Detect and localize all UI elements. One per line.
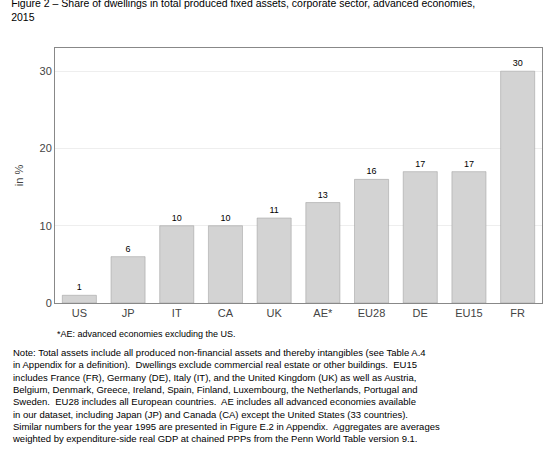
svg-text:20: 20 — [40, 142, 52, 154]
svg-text:16: 16 — [367, 166, 377, 176]
svg-text:10: 10 — [40, 220, 52, 232]
svg-text:EU28: EU28 — [358, 307, 386, 319]
svg-text:IT: IT — [172, 307, 182, 319]
svg-text:11: 11 — [269, 205, 278, 215]
svg-text:JP: JP — [122, 307, 135, 319]
svg-text:17: 17 — [464, 159, 474, 169]
svg-text:DE: DE — [413, 307, 428, 319]
svg-text:AE*: AE* — [313, 307, 333, 319]
svg-text:UK: UK — [267, 307, 283, 319]
svg-text:US: US — [72, 307, 87, 319]
svg-text:*AE: advanced economies exclud: *AE: advanced economies excluding the US… — [57, 329, 236, 339]
svg-text:10: 10 — [220, 213, 230, 223]
svg-text:in %: in % — [13, 165, 25, 187]
svg-text:EU15: EU15 — [455, 307, 483, 319]
svg-text:Note: Total assets include all: Note: Total assets include all produced … — [12, 347, 440, 444]
svg-text:FR: FR — [510, 307, 525, 319]
svg-text:CA: CA — [218, 307, 234, 319]
svg-text:17: 17 — [415, 159, 425, 169]
svg-text:13: 13 — [318, 190, 328, 200]
svg-text:Figure 2 – Share of dwellings: Figure 2 – Share of dwellings in total p… — [11, 0, 475, 23]
svg-text:30: 30 — [513, 58, 523, 68]
svg-text:0: 0 — [46, 297, 52, 309]
svg-text:30: 30 — [40, 65, 52, 77]
svg-text:10: 10 — [172, 213, 182, 223]
svg-text:6: 6 — [126, 244, 131, 254]
svg-text:1: 1 — [77, 282, 82, 292]
